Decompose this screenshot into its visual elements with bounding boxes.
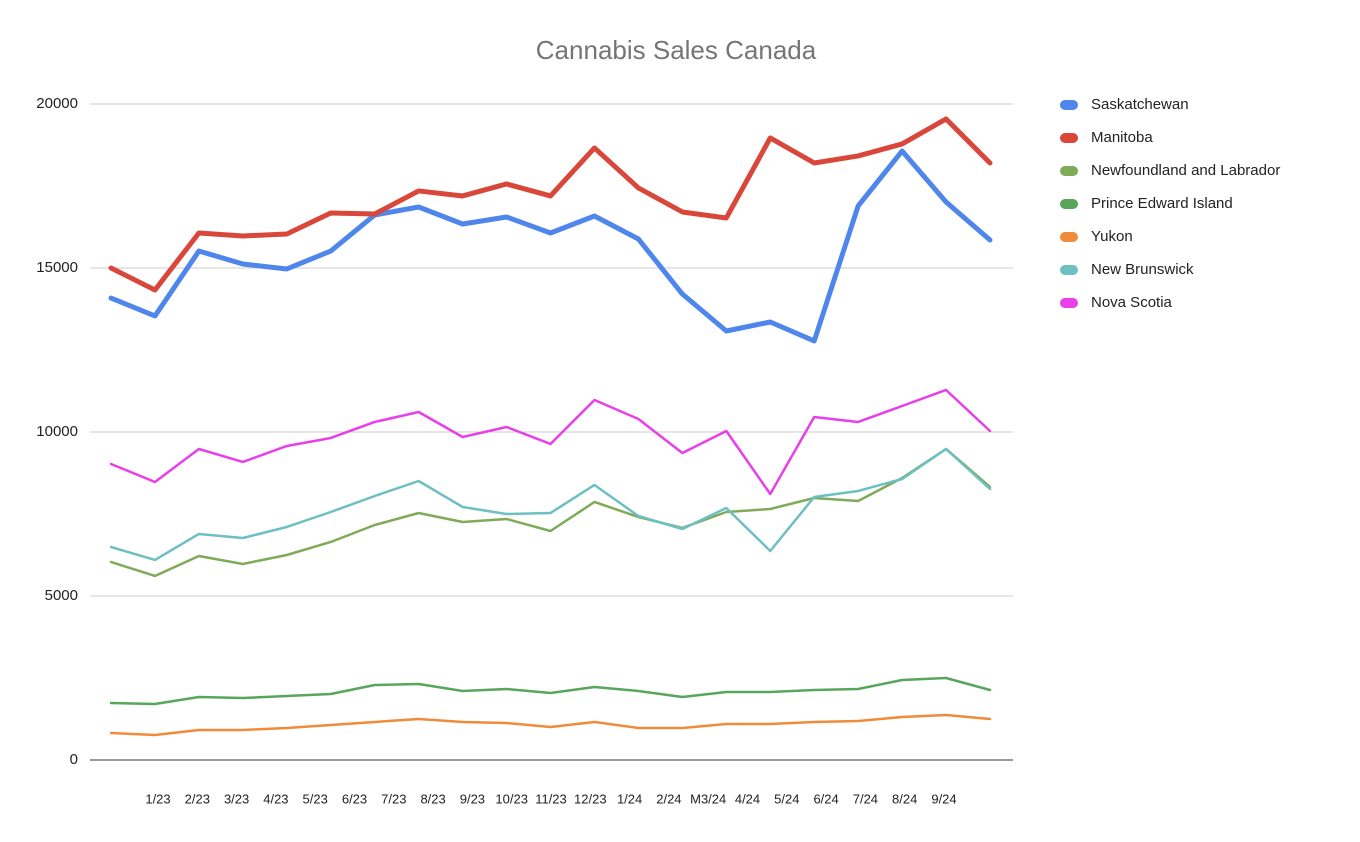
x-tick-label: 10/23 — [495, 791, 528, 806]
y-tick-label: 5000 — [45, 587, 78, 604]
x-tick-label: 11/23 — [535, 791, 567, 806]
x-tick-label: 8/23 — [420, 791, 445, 806]
legend-swatch — [1060, 298, 1078, 308]
legend-label: Newfoundland and Labrador — [1091, 162, 1280, 179]
x-tick-label: 2/23 — [185, 791, 210, 806]
legend-label: Yukon — [1091, 228, 1133, 245]
x-tick-label: 7/23 — [381, 791, 406, 806]
x-tick-label: 1/24 — [617, 791, 642, 806]
line-series — [109, 713, 992, 737]
line-series — [108, 116, 993, 293]
x-tick-label: 9/24 — [931, 791, 956, 806]
legend-swatch — [1060, 199, 1078, 209]
legend-label: Nova Scotia — [1091, 294, 1173, 311]
x-tick-label: 5/24 — [774, 791, 799, 806]
legend-swatch — [1060, 232, 1078, 242]
line-series — [108, 148, 993, 344]
x-tick-label: 4/23 — [263, 791, 288, 806]
x-tick-label: 6/24 — [813, 791, 838, 806]
x-tick-label: 7/24 — [853, 791, 878, 806]
legend-swatch — [1060, 100, 1078, 110]
x-tick-label: 1/23 — [145, 791, 170, 806]
legend-label: Saskatchewan — [1091, 96, 1189, 113]
x-tick-label: 8/24 — [892, 791, 917, 806]
legend-swatch — [1060, 166, 1078, 176]
legend-swatch — [1060, 133, 1078, 143]
y-tick-label: 20000 — [36, 95, 78, 112]
legend-label: New Brunswick — [1091, 261, 1194, 278]
chart-title: Cannabis Sales Canada — [536, 35, 817, 65]
y-tick-label: 15000 — [36, 259, 78, 276]
x-tick-label: 9/23 — [460, 791, 485, 806]
legend-label: Prince Edward Island — [1091, 195, 1233, 212]
y-tick-label: 0 — [70, 751, 78, 768]
line-series — [109, 447, 992, 578]
line-series — [109, 676, 992, 706]
x-tick-label: 6/23 — [342, 791, 367, 806]
y-tick-label: 10000 — [36, 423, 78, 440]
x-tick-label: 5/23 — [303, 791, 328, 806]
x-tick-label: 3/23 — [224, 791, 249, 806]
line-series — [109, 388, 992, 496]
x-tick-label: M3/24 — [690, 791, 726, 806]
legend-swatch — [1060, 265, 1078, 275]
legend-label: Manitoba — [1091, 129, 1153, 146]
x-tick-label: 2/24 — [656, 791, 681, 806]
x-tick-label: 12/23 — [574, 791, 607, 806]
line-series — [109, 447, 992, 562]
x-tick-label: 4/24 — [735, 791, 760, 806]
